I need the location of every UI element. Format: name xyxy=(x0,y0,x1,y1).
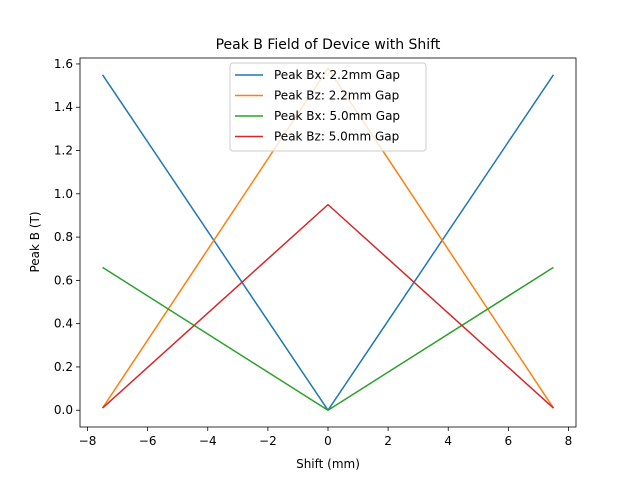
legend-entry: Peak Bx: 2.2mm Gap xyxy=(274,68,400,82)
y-tick-label: 0.6 xyxy=(54,273,73,287)
x-tick-label: 0 xyxy=(324,434,332,448)
y-tick-label: 1.2 xyxy=(54,144,73,158)
x-tick-label: −8 xyxy=(79,434,97,448)
legend: Peak Bx: 2.2mm Gap Peak Bz: 2.2mm Gap Peak… xyxy=(229,62,427,152)
legend-entry: Peak Bx: 5.0mm Gap xyxy=(274,109,400,123)
y-tick-label: 1.6 xyxy=(54,57,73,71)
x-tick-label: 2 xyxy=(384,434,392,448)
x-axis: −8 −6 −4 −2 0 2 4 6 8 xyxy=(79,427,573,448)
y-tick-label: 1.4 xyxy=(54,100,73,114)
y-tick-label: 0.4 xyxy=(54,317,73,331)
x-axis-label: Shift (mm) xyxy=(296,457,360,471)
legend-entry: Peak Bz: 5.0mm Gap xyxy=(274,130,399,144)
x-tick-label: −2 xyxy=(259,434,277,448)
x-tick-label: 6 xyxy=(505,434,513,448)
y-tick-label: 0.2 xyxy=(54,360,73,374)
y-axis-label: Peak B (T) xyxy=(28,211,42,272)
x-tick-label: 4 xyxy=(444,434,452,448)
y-tick-label: 0.8 xyxy=(54,230,73,244)
y-axis: 0.0 0.2 0.4 0.6 0.8 1.0 1.2 1.4 1.6 xyxy=(54,57,80,417)
y-tick-label: 0.0 xyxy=(54,403,73,417)
x-tick-label: 8 xyxy=(565,434,573,448)
series-line-4 xyxy=(102,203,554,409)
x-tick-label: −4 xyxy=(199,434,217,448)
y-tick-label: 1.0 xyxy=(54,187,73,201)
chart-title: Peak B Field of Device with Shift xyxy=(216,37,441,53)
series-line-3 xyxy=(102,266,554,411)
legend-entry: Peak Bz: 2.2mm Gap xyxy=(274,89,399,103)
legend-box xyxy=(229,62,427,152)
x-tick-label: −6 xyxy=(139,434,157,448)
